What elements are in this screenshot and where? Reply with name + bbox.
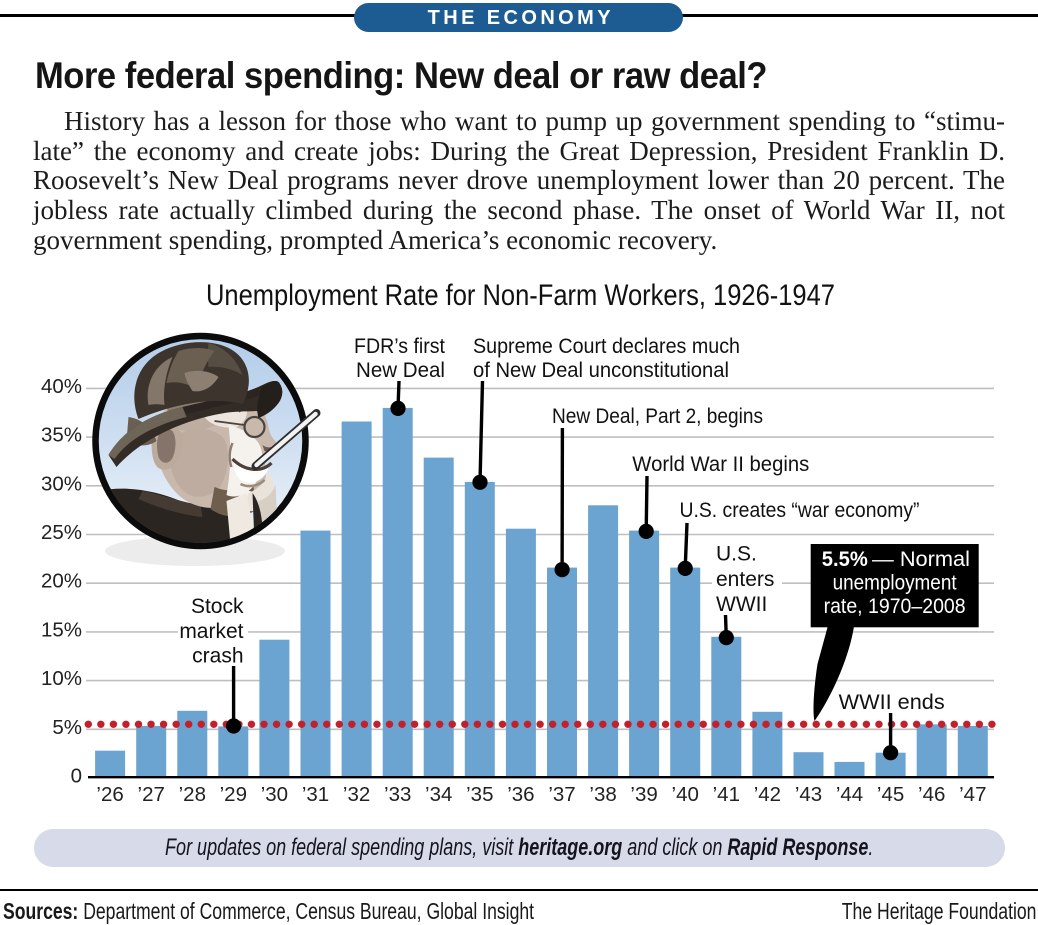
svg-text:’32: ’32: [343, 783, 370, 806]
svg-text:20%: 20%: [41, 570, 82, 593]
svg-text:U.S. creates “war economy”: U.S. creates “war economy”: [680, 499, 920, 522]
svg-text:0: 0: [71, 765, 82, 788]
svg-text:10%: 10%: [41, 667, 82, 690]
svg-text:New Deal: New Deal: [356, 359, 445, 382]
svg-text:U.S.: U.S.: [716, 543, 757, 566]
svg-text:Supreme Court declares much: Supreme Court declares much: [473, 335, 740, 358]
svg-text:15%: 15%: [41, 618, 82, 641]
svg-text:’46: ’46: [918, 783, 945, 806]
svg-text:Stock: Stock: [191, 595, 244, 618]
svg-text:World War II begins: World War II begins: [632, 453, 809, 476]
svg-text:enters: enters: [716, 568, 774, 591]
svg-text:30%: 30%: [41, 472, 82, 495]
svg-text:Unemployment Rate for Non-Farm: Unemployment Rate for Non-Farm Workers, …: [206, 279, 835, 312]
svg-text:’30: ’30: [261, 783, 288, 806]
svg-text:market: market: [179, 620, 243, 643]
svg-text:’39: ’39: [630, 783, 657, 806]
svg-text:WWII ends: WWII ends: [839, 691, 945, 714]
svg-text:— Normal: — Normal: [872, 548, 970, 571]
svg-text:’37: ’37: [548, 783, 575, 806]
svg-text:’27: ’27: [138, 783, 165, 806]
svg-text:’36: ’36: [507, 783, 534, 806]
svg-text:’43: ’43: [795, 783, 822, 806]
svg-text:New Deal, Part 2, begins: New Deal, Part 2, begins: [552, 405, 763, 428]
svg-text:’35: ’35: [466, 783, 493, 806]
svg-text:WWII: WWII: [716, 593, 767, 616]
svg-text:of New Deal unconstitutional: of New Deal unconstitutional: [473, 359, 729, 382]
svg-text:35%: 35%: [41, 424, 82, 447]
svg-text:’29: ’29: [220, 783, 247, 806]
svg-text:25%: 25%: [41, 521, 82, 544]
svg-text:’34: ’34: [425, 783, 452, 806]
svg-text:’44: ’44: [836, 783, 863, 806]
svg-text:40%: 40%: [41, 375, 82, 398]
svg-text:5.5%: 5.5%: [822, 548, 868, 571]
svg-text:crash: crash: [192, 645, 243, 668]
svg-text:’47: ’47: [959, 783, 986, 806]
svg-text:’26: ’26: [96, 783, 123, 806]
svg-text:’42: ’42: [754, 783, 781, 806]
svg-text:’40: ’40: [672, 783, 699, 806]
svg-text:unemployment: unemployment: [833, 572, 957, 595]
svg-text:’45: ’45: [877, 783, 904, 806]
svg-text:’31: ’31: [302, 783, 329, 806]
svg-text:5%: 5%: [52, 716, 82, 739]
svg-text:’33: ’33: [384, 783, 411, 806]
svg-text:’41: ’41: [713, 783, 740, 806]
svg-text:rate, 1970–2008: rate, 1970–2008: [824, 595, 966, 618]
svg-text:FDR’s first: FDR’s first: [354, 335, 445, 358]
svg-text:’28: ’28: [179, 783, 206, 806]
svg-text:’38: ’38: [589, 783, 616, 806]
